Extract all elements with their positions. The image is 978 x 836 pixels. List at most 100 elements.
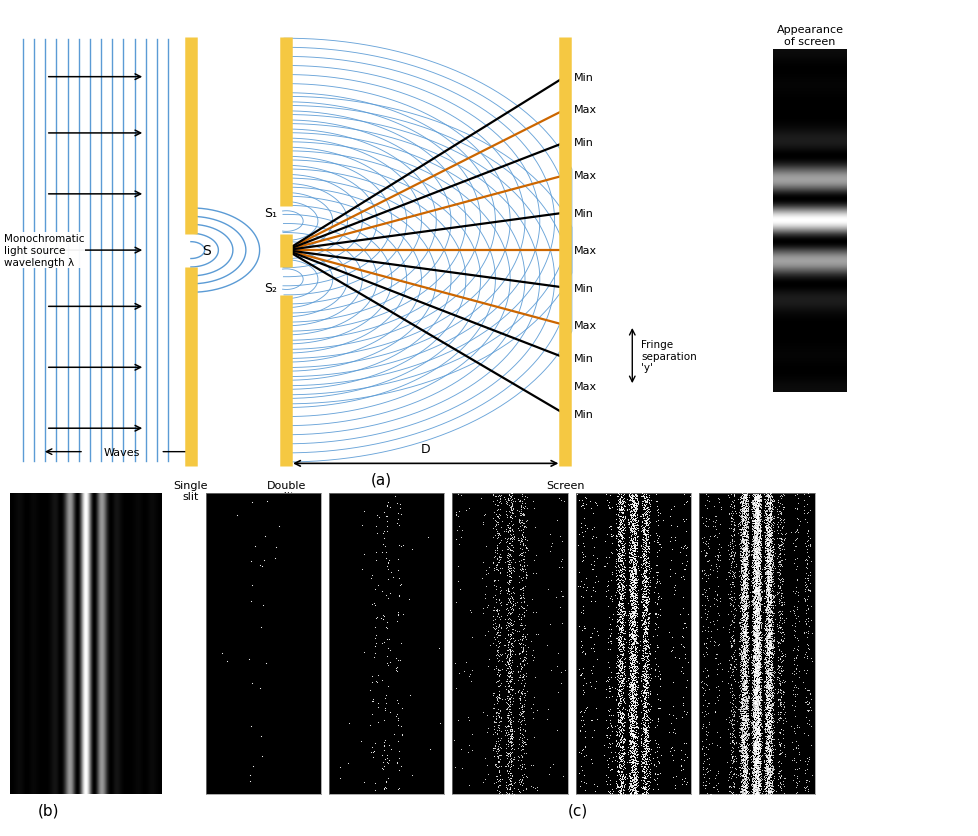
- Point: [748, 581, 764, 594]
- Point: [747, 528, 763, 541]
- Point: [748, 735, 764, 748]
- Point: [639, 513, 654, 527]
- Point: [737, 490, 753, 503]
- Point: [799, 779, 815, 793]
- Point: [625, 698, 641, 711]
- Point: [744, 614, 760, 628]
- Point: [625, 691, 641, 704]
- Point: [637, 649, 652, 662]
- Point: [760, 640, 776, 654]
- Point: [744, 708, 760, 721]
- Point: [771, 557, 786, 570]
- Point: [624, 622, 640, 635]
- Point: [773, 645, 788, 658]
- Point: [519, 770, 535, 783]
- Point: [761, 609, 777, 622]
- Point: [760, 743, 776, 757]
- Point: [639, 681, 654, 695]
- Point: [638, 620, 653, 634]
- Point: [748, 761, 764, 774]
- Point: [618, 502, 634, 516]
- Point: [762, 640, 778, 654]
- Point: [744, 507, 760, 521]
- Point: [748, 578, 764, 591]
- Point: [735, 629, 751, 642]
- Point: [735, 506, 751, 519]
- Point: [749, 558, 765, 572]
- Point: [504, 732, 519, 745]
- Point: [624, 749, 640, 762]
- Point: [738, 728, 754, 742]
- Point: [734, 563, 749, 577]
- Point: [694, 536, 710, 549]
- Point: [761, 773, 777, 787]
- Point: [750, 681, 766, 695]
- Point: [747, 563, 763, 576]
- Point: [748, 682, 764, 696]
- Point: [747, 497, 763, 511]
- Point: [747, 736, 763, 749]
- Point: [735, 603, 751, 616]
- Point: [739, 711, 755, 724]
- Point: [613, 759, 629, 772]
- Point: [743, 502, 759, 516]
- Point: [640, 615, 655, 629]
- Point: [759, 676, 775, 690]
- Point: [749, 551, 765, 564]
- Point: [734, 652, 749, 665]
- Point: [758, 539, 774, 553]
- Point: [491, 527, 507, 540]
- Point: [751, 630, 767, 644]
- Point: [500, 591, 515, 604]
- Point: [499, 684, 514, 697]
- Point: [739, 590, 755, 604]
- Point: [802, 652, 818, 665]
- Point: [734, 594, 749, 608]
- Point: [738, 491, 754, 504]
- Point: [757, 784, 773, 798]
- Point: [503, 629, 518, 642]
- Point: [732, 592, 747, 605]
- Point: [625, 567, 641, 580]
- Point: [734, 668, 750, 681]
- Point: [700, 553, 716, 567]
- Point: [736, 513, 752, 527]
- Point: [746, 716, 762, 729]
- Point: [502, 670, 517, 683]
- Point: [487, 769, 503, 782]
- Point: [737, 628, 753, 641]
- Point: [734, 773, 750, 787]
- Point: [502, 777, 517, 790]
- Point: [748, 642, 764, 655]
- Point: [734, 737, 749, 751]
- Point: [614, 679, 630, 692]
- Point: [639, 525, 654, 538]
- Point: [744, 530, 760, 543]
- Point: [734, 555, 750, 568]
- Point: [738, 580, 754, 594]
- Point: [734, 661, 750, 675]
- Point: [625, 681, 641, 694]
- Point: [500, 786, 515, 799]
- Point: [640, 743, 655, 757]
- Point: [627, 575, 643, 589]
- Point: [761, 637, 777, 650]
- Point: [518, 633, 534, 646]
- Point: [736, 521, 752, 534]
- Point: [750, 557, 766, 570]
- Point: [733, 630, 748, 643]
- Point: [640, 782, 655, 796]
- Point: [763, 544, 778, 558]
- Point: [611, 596, 627, 609]
- Point: [759, 579, 775, 593]
- Point: [501, 537, 516, 550]
- Point: [623, 623, 639, 636]
- Point: [762, 635, 778, 648]
- Point: [746, 584, 762, 597]
- Point: [788, 651, 804, 665]
- Point: [747, 572, 763, 585]
- Point: [734, 634, 750, 647]
- Point: [612, 532, 628, 545]
- Point: [784, 684, 800, 697]
- Point: [764, 700, 779, 713]
